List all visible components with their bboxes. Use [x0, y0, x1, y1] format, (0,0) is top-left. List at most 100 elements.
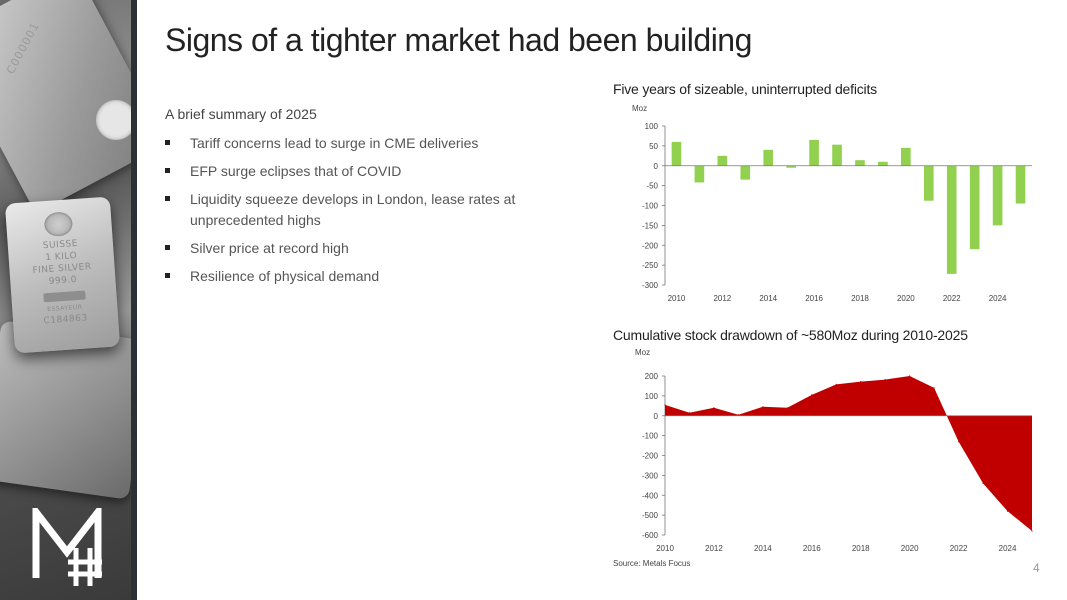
drawdown-point-2024 — [1006, 510, 1009, 512]
drawdown-point-2018 — [860, 380, 862, 383]
y-tick-label: -300 — [642, 471, 659, 480]
x-tick-label: 2022 — [943, 294, 961, 303]
bullet-square-icon — [165, 168, 170, 173]
y-tick-label: -500 — [642, 511, 659, 520]
y-tick-label: -600 — [642, 531, 659, 540]
drawdown-area-chart: Moz 200 100 0 -100 -200 -300 -400 -500 -600 2010 20… — [635, 348, 1033, 553]
drawdown-point-2011 — [688, 412, 691, 414]
deficit-bar-2019 — [878, 161, 888, 166]
bullet-item: Liquidity squeeze develops in London, le… — [165, 189, 555, 231]
bullet-text: Resilience of physical demand — [190, 268, 380, 284]
page-number: 4 — [1033, 561, 1040, 575]
bar-emblem — [43, 211, 74, 238]
deficit-bar-2020 — [901, 147, 911, 166]
drawdown-point-2013 — [737, 414, 739, 416]
drawdown-point-2010 — [664, 404, 666, 406]
deficit-bar-2016 — [809, 139, 819, 166]
y-tick-label: 200 — [645, 372, 659, 381]
deficit-bar-2024 — [992, 165, 1003, 226]
bullet-item: EFP surge eclipses that of COVID — [165, 161, 555, 182]
deficit-bar-2013 — [740, 165, 751, 180]
y-tick-label: -100 — [642, 432, 659, 441]
page-title: Signs of a tighter market had been build… — [165, 22, 752, 58]
bullet-square-icon — [165, 245, 170, 250]
x-tick-label: 2012 — [705, 544, 723, 553]
y-tick-label: -200 — [642, 452, 659, 461]
bar-hallmark — [43, 290, 86, 303]
deficit-chart-title: Five years of sizeable, uninterrupted de… — [613, 81, 877, 97]
y-axis-label: Moz — [632, 104, 647, 113]
deficit-bar-2012 — [717, 155, 728, 166]
x-tick-label: 2012 — [713, 294, 731, 303]
y-tick-label: -200 — [642, 241, 659, 250]
bar-stamp-circle — [96, 100, 133, 140]
bullet-square-icon — [165, 273, 170, 278]
x-tick-label: 2010 — [668, 294, 686, 303]
y-axis-label: Moz — [635, 348, 650, 357]
drawdown-point-2019 — [884, 378, 886, 381]
drawdown-point-2023 — [982, 482, 984, 484]
drawdown-chart-title: Cumulative stock drawdown of ~580Moz dur… — [613, 327, 968, 343]
drawdown-point-2017 — [835, 383, 837, 385]
x-tick-label: 2014 — [759, 294, 777, 303]
deficit-bar-2015 — [786, 165, 796, 168]
summary-bullet-list: Tariff concerns lead to surge in CME del… — [165, 133, 555, 294]
y-tick-label: 0 — [654, 412, 659, 421]
deficit-bar-2023 — [969, 165, 980, 250]
bullet-text: Tariff concerns lead to surge in CME del… — [190, 135, 479, 151]
drawdown-point-2015 — [786, 407, 788, 409]
drawdown-point-2025 — [1031, 530, 1033, 532]
bullet-item: Silver price at record high — [165, 238, 555, 259]
y-tick-label: 0 — [654, 162, 659, 171]
x-tick-label: 2018 — [852, 544, 870, 553]
drawdown-point-2016 — [811, 394, 813, 396]
deficit-bar-2017 — [832, 144, 842, 166]
panel-divider — [131, 0, 137, 600]
x-tick-label: 2010 — [656, 544, 674, 553]
x-tick-label: 2020 — [897, 294, 915, 303]
y-tick-label: -100 — [642, 202, 659, 211]
deficit-bar-chart: Moz 100 50 0 -50 -100 -150 -200 -250 -300 2010 2012… — [632, 104, 1032, 303]
bullet-text: Liquidity squeeze develops in London, le… — [190, 191, 516, 228]
x-tick-label: 2016 — [805, 294, 823, 303]
deficit-bar-2010 — [671, 141, 682, 166]
bullet-item: Tariff concerns lead to surge in CME del… — [165, 133, 555, 154]
x-tick-label: 2018 — [851, 294, 869, 303]
drawdown-point-2022 — [958, 440, 960, 443]
silver-bars-photo: C000001 SUISSE 1 KILO FINE SILVER 999.0 … — [0, 0, 133, 600]
x-tick-label: 2014 — [754, 544, 772, 553]
y-tick-label: -300 — [642, 281, 659, 290]
deficit-bar-2014 — [763, 149, 774, 166]
drawdown-area — [665, 376, 1032, 532]
drawdown-point-2014 — [762, 406, 764, 408]
metals-focus-logo-icon — [32, 508, 102, 586]
y-tick-label: -150 — [642, 221, 659, 230]
x-tick-label: 2020 — [901, 544, 919, 553]
y-tick-label: -50 — [646, 182, 658, 191]
deficit-bar-2022 — [946, 165, 957, 274]
bullet-square-icon — [165, 140, 170, 145]
y-tick-label: -250 — [642, 261, 659, 270]
x-tick-label: 2022 — [950, 544, 968, 553]
bullet-text: EFP surge eclipses that of COVID — [190, 163, 402, 179]
deficit-bar-2018 — [855, 160, 865, 166]
x-tick-label: 2016 — [803, 544, 821, 553]
drawdown-point-2021 — [933, 387, 935, 389]
y-tick-label: 50 — [649, 142, 658, 151]
source-note: Source: Metals Focus — [613, 559, 691, 568]
bullet-square-icon — [165, 196, 170, 201]
y-tick-label: 100 — [645, 122, 659, 131]
deficit-bar-2011 — [694, 165, 705, 183]
deficit-bar-2025 — [1015, 165, 1026, 204]
x-tick-label: 2024 — [989, 294, 1007, 303]
y-tick-label: -400 — [642, 491, 659, 500]
bullet-text: Silver price at record high — [190, 240, 349, 256]
bullet-item: Resilience of physical demand — [165, 266, 555, 287]
x-tick-label: 2024 — [999, 544, 1017, 553]
y-tick-label: 100 — [645, 392, 659, 401]
drawdown-point-2012 — [713, 407, 715, 409]
deficit-bar-2021 — [923, 165, 934, 201]
drawdown-point-2020 — [909, 375, 911, 377]
summary-heading: A brief summary of 2025 — [165, 106, 317, 122]
silver-bar-small: SUISSE 1 KILO FINE SILVER 999.0 ESSAYEUR… — [4, 196, 121, 354]
